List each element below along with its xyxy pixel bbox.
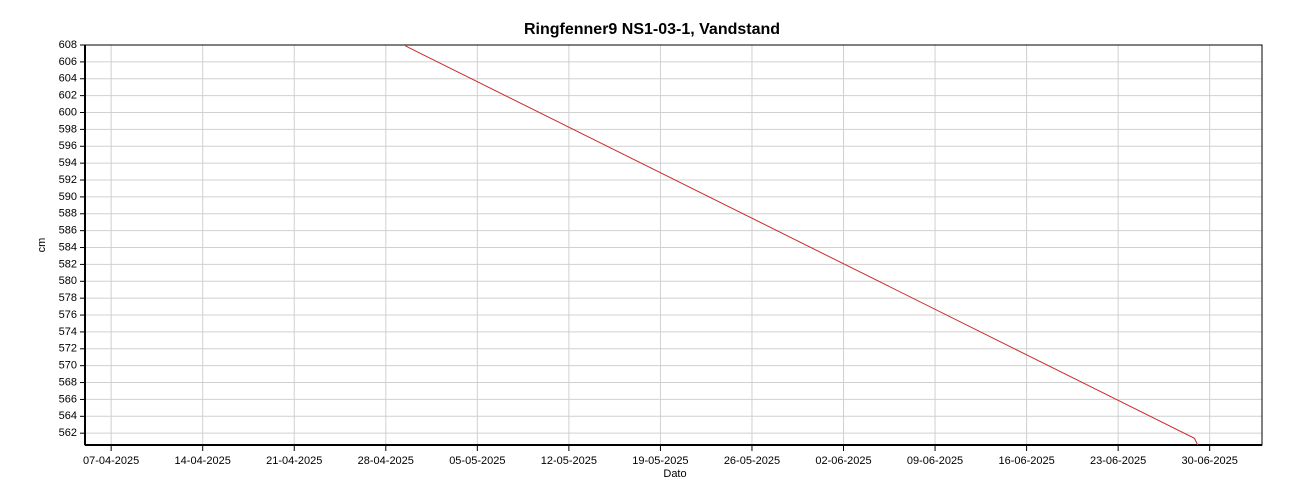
x-tick-label: 02-06-2025 [815,455,871,467]
x-tick-label: 26-05-2025 [724,455,780,467]
y-tick-label: 578 [59,292,77,304]
y-tick-label: 598 [59,123,77,135]
y-tick-label: 564 [59,410,77,422]
x-tick-label: 05-05-2025 [449,455,505,467]
y-tick-label: 566 [59,393,77,405]
x-axis-label: Dato [663,468,686,480]
y-tick-label: 576 [59,309,77,321]
x-tick-label: 30-06-2025 [1182,455,1238,467]
x-tick-label: 09-06-2025 [907,455,963,467]
x-tick-label: 28-04-2025 [358,455,414,467]
y-tick-label: 604 [59,73,77,85]
data-line [405,45,1199,446]
y-tick-label: 584 [59,241,77,253]
y-axis-label: cm [36,238,48,253]
y-tick-label: 590 [59,191,77,203]
x-tick-label: 23-06-2025 [1090,455,1146,467]
x-tick-label: 07-04-2025 [83,455,139,467]
y-tick-label: 596 [59,140,77,152]
plot-frame [84,44,1263,446]
chart-title: Ringfenner9 NS1-03-1, Vandstand [524,21,780,38]
y-tick-label: 606 [59,56,77,68]
y-tick-label: 580 [59,275,77,287]
y-tick-label: 570 [59,360,77,372]
y-tick-label: 592 [59,174,77,186]
y-tick-label: 568 [59,376,77,388]
y-tick-label: 608 [59,39,77,51]
x-tick-label: 14-04-2025 [175,455,231,467]
y-tick-label: 600 [59,106,77,118]
y-tick-label: 582 [59,258,77,270]
y-tick-label: 588 [59,208,77,220]
y-tick-label: 586 [59,225,77,237]
y-tick-label: 562 [59,427,77,439]
y-tick-label: 594 [59,157,77,169]
x-tick-label: 12-05-2025 [541,455,597,467]
x-tick-label: 19-05-2025 [632,455,688,467]
y-tick-label: 572 [59,343,77,355]
x-tick-label: 16-06-2025 [998,455,1054,467]
y-tick-label: 574 [59,326,77,338]
x-tick-label: 21-04-2025 [266,455,322,467]
y-tick-label: 602 [59,90,77,102]
